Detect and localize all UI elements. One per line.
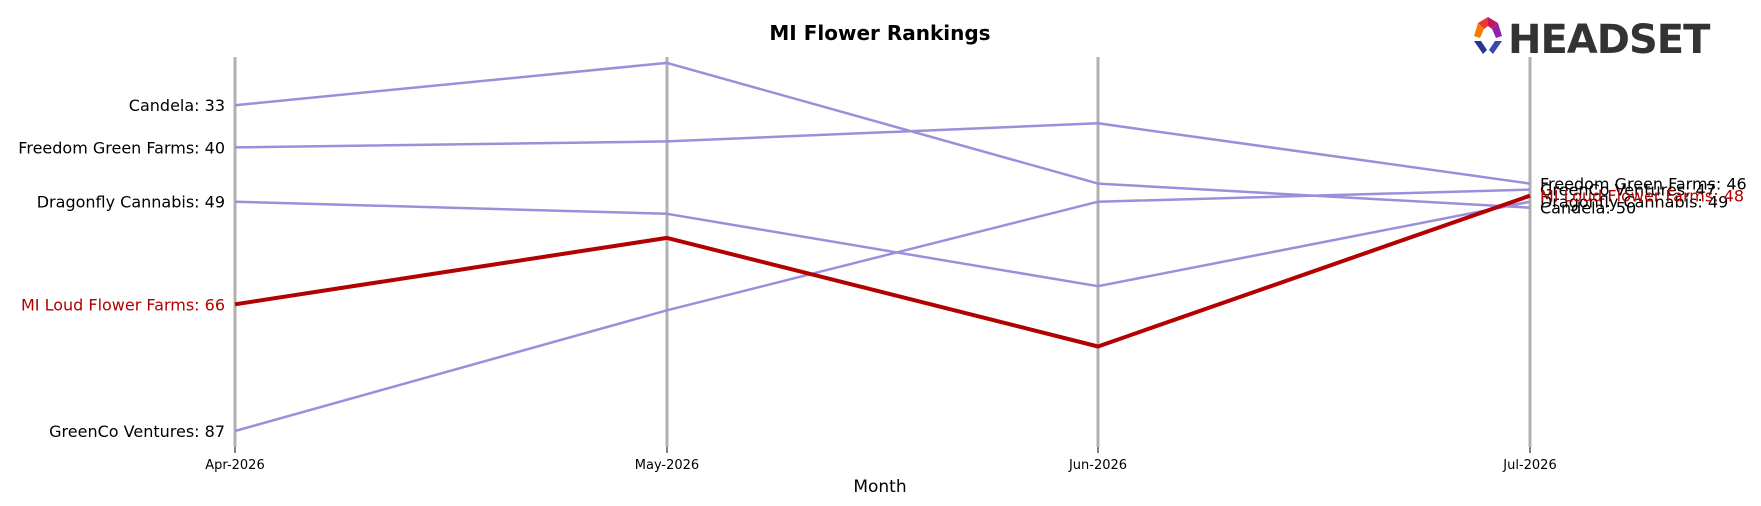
gridlines: [233, 57, 1532, 447]
series-labels: Candela: 33 Candela: 50 Freedom Green Farm…: [18, 96, 1746, 441]
series-line-greenco-ventures: [234, 188, 1531, 433]
series-line-mi-loud-flower-farms: [234, 193, 1531, 349]
start-label-mi-loud-flower-farms: MI Loud Flower Farms: 66: [21, 295, 225, 314]
chart-title: MI Flower Rankings: [769, 21, 990, 45]
start-label-greenco-ventures: GreenCo Ventures: 87: [49, 422, 225, 441]
headset-logo-mark: [1474, 17, 1502, 54]
x-tick-label: May-2026: [635, 458, 699, 473]
headset-logo-text: HEADSET: [1508, 17, 1711, 63]
end-label-greenco-ventures: GreenCo Ventures: 47: [1540, 181, 1716, 200]
end-label-freedom-green-farms: Freedom Green Farms: 46: [1540, 175, 1747, 194]
series-lines: [234, 61, 1531, 433]
start-label-freedom-green-farms: Freedom Green Farms: 40: [18, 138, 225, 157]
x-tick-label: Apr-2026: [205, 458, 264, 473]
series-line-candela: [234, 61, 1531, 209]
x-tick-label: Jul-2026: [1502, 458, 1556, 473]
x-axis-title: Month: [853, 477, 906, 497]
series-line-dragonfly-cannabis: [234, 200, 1531, 288]
x-tick-label: Jun-2026: [1068, 458, 1127, 473]
x-ticks: Apr-2026 May-2026 Jun-2026 Jul-2026: [205, 447, 1557, 473]
start-label-candela: Candela: 33: [129, 96, 225, 115]
series-line-freedom-green-farms: [234, 122, 1531, 185]
end-label-mi-loud-flower-farms: MI Loud Flower Farms: 48: [1540, 187, 1744, 206]
end-label-candela: Candela: 50: [1540, 199, 1636, 218]
end-label-dragonfly-cannabis: Dragonfly Cannabis: 49: [1540, 193, 1728, 212]
start-label-dragonfly-cannabis: Dragonfly Cannabis: 49: [37, 193, 225, 212]
headset-logo: HEADSET: [1474, 17, 1712, 63]
